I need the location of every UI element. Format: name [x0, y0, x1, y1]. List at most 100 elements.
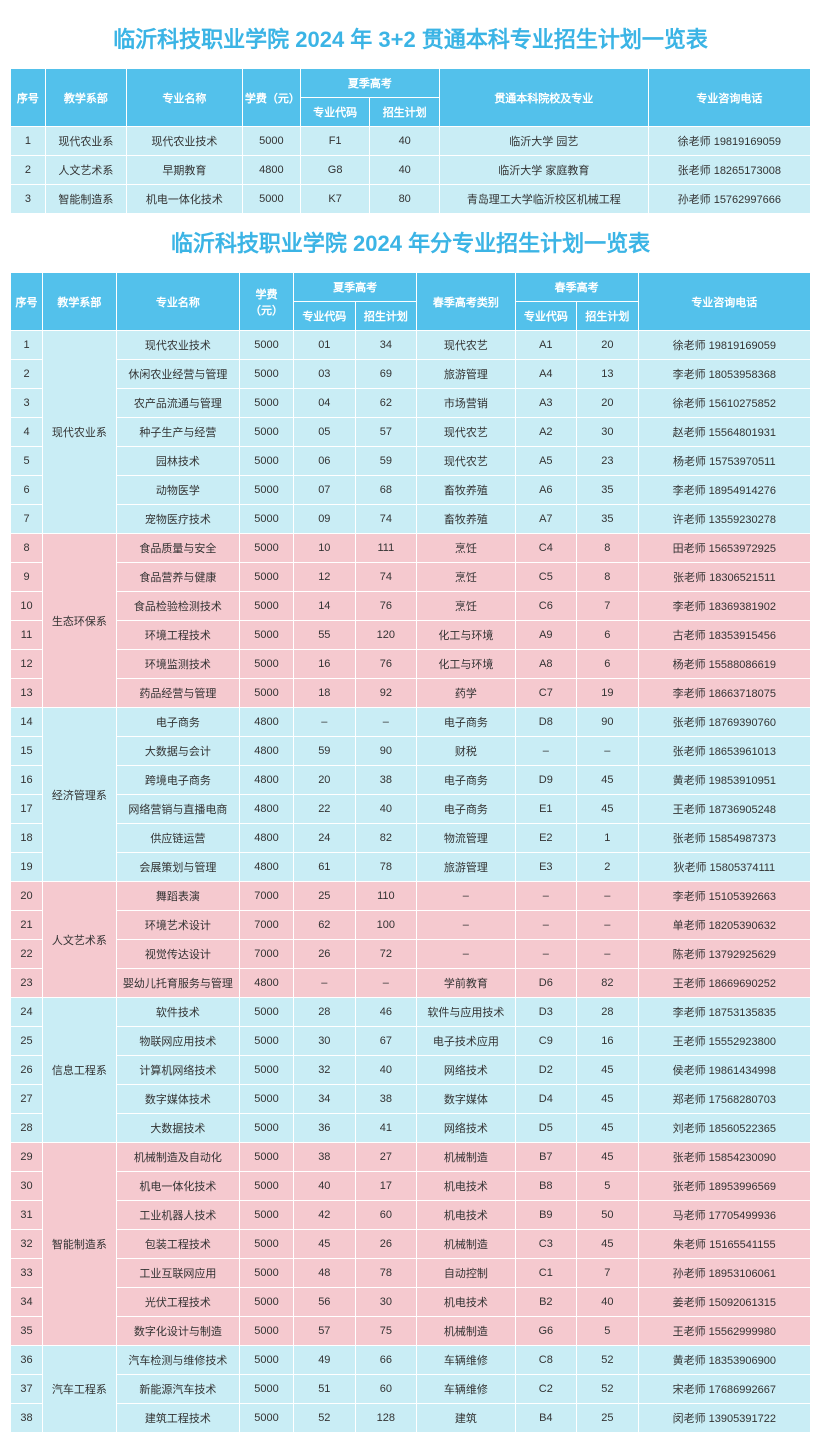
cell-splan: 41 — [355, 1114, 417, 1143]
cell-scode: 62 — [294, 911, 356, 940]
cell-pplan: 45 — [577, 766, 639, 795]
cell-splan: 66 — [355, 1346, 417, 1375]
cell-major: 工业互联网应用 — [116, 1259, 239, 1288]
cell-cat: 机械制造 — [417, 1143, 515, 1172]
cell-scode: 09 — [294, 505, 356, 534]
th2-fee: 学费（元） — [239, 273, 293, 331]
cell-pplan: 25 — [577, 1404, 639, 1433]
cell-pcode: E3 — [515, 853, 577, 882]
cell-tel: 杨老师 15753970511 — [638, 447, 810, 476]
cell-code: G8 — [300, 156, 370, 185]
cell-pcode: D9 — [515, 766, 577, 795]
cell-cat: 机械制造 — [417, 1317, 515, 1346]
cell-tel: 许老师 13559230278 — [638, 505, 810, 534]
cell-idx: 2 — [11, 360, 43, 389]
cell-idx: 3 — [11, 185, 46, 214]
cell-fee: 5000 — [239, 1114, 293, 1143]
cell-major: 大数据与会计 — [116, 737, 239, 766]
cell-scode: 26 — [294, 940, 356, 969]
cell-pplan: – — [577, 737, 639, 766]
table-row: 9食品营养与健康50001274烹饪C58张老师 18306521511 — [11, 563, 811, 592]
cell-fee: 5000 — [239, 592, 293, 621]
cell-cat: 车辆维修 — [417, 1375, 515, 1404]
cell-pplan: 45 — [577, 795, 639, 824]
cell-major: 环境监测技术 — [116, 650, 239, 679]
cell-fee: 5000 — [239, 389, 293, 418]
cell-pplan: 45 — [577, 1114, 639, 1143]
cell-pplan: 23 — [577, 447, 639, 476]
cell-fee: 4800 — [239, 708, 293, 737]
cell-scode: 05 — [294, 418, 356, 447]
cell-cat: 建筑 — [417, 1404, 515, 1433]
cell-idx: 18 — [11, 824, 43, 853]
cell-tel: 狄老师 15805374111 — [638, 853, 810, 882]
cell-pcode: D2 — [515, 1056, 577, 1085]
cell-major: 会展策划与管理 — [116, 853, 239, 882]
cell-splan: 110 — [355, 882, 417, 911]
cell-splan: 67 — [355, 1027, 417, 1056]
cell-tel: 张老师 15854987373 — [638, 824, 810, 853]
cell-idx: 29 — [11, 1143, 43, 1172]
cell-idx: 17 — [11, 795, 43, 824]
cell-splan: 100 — [355, 911, 417, 940]
cell-cat: 化工与环境 — [417, 621, 515, 650]
table-row: 19会展策划与管理48006178旅游管理E32狄老师 15805374111 — [11, 853, 811, 882]
table-row: 37新能源汽车技术50005160车辆维修C252宋老师 17686992667 — [11, 1375, 811, 1404]
cell-pplan: 16 — [577, 1027, 639, 1056]
cell-cat: 机电技术 — [417, 1172, 515, 1201]
cell-major: 药品经营与管理 — [116, 679, 239, 708]
cell-pcode: A4 — [515, 360, 577, 389]
cell-idx: 27 — [11, 1085, 43, 1114]
cell-major: 早期教育 — [126, 156, 242, 185]
cell-major: 供应链运营 — [116, 824, 239, 853]
cell-splan: 78 — [355, 853, 417, 882]
cell-dept: 人文艺术系 — [45, 156, 126, 185]
cell-major: 大数据技术 — [116, 1114, 239, 1143]
cell-cat: 旅游管理 — [417, 853, 515, 882]
cell-idx: 31 — [11, 1201, 43, 1230]
cell-major: 现代农业技术 — [126, 127, 242, 156]
cell-scode: 28 — [294, 998, 356, 1027]
cell-splan: 120 — [355, 621, 417, 650]
cell-idx: 30 — [11, 1172, 43, 1201]
cell-pplan: – — [577, 882, 639, 911]
cell-code: K7 — [300, 185, 370, 214]
cell-major: 包装工程技术 — [116, 1230, 239, 1259]
table1-title: 临沂科技职业学院 2024 年 3+2 贯通本科专业招生计划一览表 — [10, 22, 811, 54]
table-row: 7宠物医疗技术50000974畜牧养殖A735许老师 13559230278 — [11, 505, 811, 534]
cell-splan: 62 — [355, 389, 417, 418]
cell-cat: – — [417, 911, 515, 940]
cell-scode: 14 — [294, 592, 356, 621]
cell-fee: 5000 — [239, 360, 293, 389]
cell-cat: 电子技术应用 — [417, 1027, 515, 1056]
cell-dept: 生态环保系 — [43, 534, 117, 708]
cell-scode: 45 — [294, 1230, 356, 1259]
th-fee: 学费（元） — [242, 69, 300, 127]
cell-idx: 35 — [11, 1317, 43, 1346]
cell-scode: 04 — [294, 389, 356, 418]
table-row: 3农产品流通与管理50000462市场营销A320徐老师 15610275852 — [11, 389, 811, 418]
cell-fee: 5000 — [239, 679, 293, 708]
cell-major: 汽车检测与维修技术 — [116, 1346, 239, 1375]
cell-pcode: B9 — [515, 1201, 577, 1230]
cell-pplan: 35 — [577, 505, 639, 534]
cell-pplan: 7 — [577, 592, 639, 621]
cell-plan: 80 — [370, 185, 440, 214]
cell-pplan: 52 — [577, 1346, 639, 1375]
cell-tel: 赵老师 15564801931 — [638, 418, 810, 447]
th-code: 专业代码 — [300, 98, 370, 127]
cell-cat: 网络技术 — [417, 1056, 515, 1085]
cell-cat: 车辆维修 — [417, 1346, 515, 1375]
table-row: 2人文艺术系早期教育4800G840临沂大学 家庭教育张老师 182651730… — [11, 156, 811, 185]
cell-splan: 76 — [355, 592, 417, 621]
cell-pcode: C5 — [515, 563, 577, 592]
cell-splan: 74 — [355, 563, 417, 592]
cell-pplan: 7 — [577, 1259, 639, 1288]
cell-fee: 5000 — [239, 1346, 293, 1375]
cell-pcode: C2 — [515, 1375, 577, 1404]
cell-tel: 徐老师 19819169059 — [648, 127, 810, 156]
table-row: 21环境艺术设计700062100–––单老师 18205390632 — [11, 911, 811, 940]
cell-fee: 4800 — [239, 824, 293, 853]
cell-splan: 40 — [355, 1056, 417, 1085]
table2-body: 1现代农业系现代农业技术50000134现代农艺A120徐老师 19819169… — [11, 331, 811, 1433]
